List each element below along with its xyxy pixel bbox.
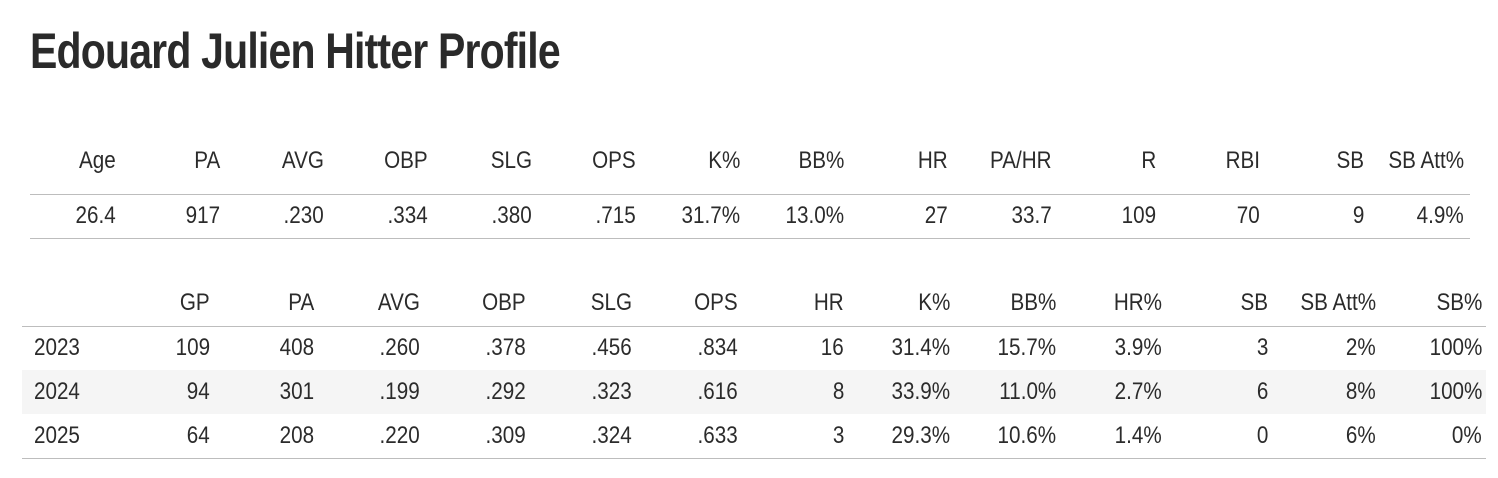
column-header: OPS <box>592 146 636 174</box>
table-row: 2024 94 301 .199 .292 .323 .616 8 33.9% … <box>22 370 1486 414</box>
table-row: 2025 64 208 .220 .309 .324 .633 3 29.3% … <box>22 414 1486 459</box>
table-cell: 3 <box>742 414 848 459</box>
table-cell: 10.6% <box>954 414 1060 459</box>
column-header: BB% <box>954 280 1060 327</box>
table-cell: 208 <box>214 414 318 459</box>
table-cell: .380 <box>434 193 538 239</box>
career-stats-table: Age PA AVG OBP SLG OPS K% BB% HR PA/HR R… <box>30 128 1470 239</box>
season-stats-table: GP PA AVG OBP SLG OPS HR K% BB% HR% SB S… <box>22 280 1486 459</box>
column-header: PA <box>214 280 318 327</box>
column-header: HR% <box>1060 280 1166 327</box>
column-header: K% <box>848 280 954 327</box>
season-year: 2023 <box>34 334 80 362</box>
table-cell: .292 <box>424 370 530 414</box>
table-cell: 3 <box>1256 334 1268 362</box>
table-cell: 2% <box>1346 334 1376 362</box>
column-header: HR <box>742 280 848 327</box>
column-header: PA <box>193 146 220 174</box>
column-header: GP <box>110 280 214 327</box>
table-cell: 29.3% <box>848 414 954 459</box>
table-cell: 3.9% <box>1114 334 1162 362</box>
column-header: OBP <box>384 146 428 174</box>
table-cell: 8% <box>1272 370 1380 414</box>
table-cell: .199 <box>318 370 424 414</box>
table-cell: 26.4 <box>30 193 122 239</box>
table-cell: 13.0% <box>746 193 850 239</box>
season-year: 2025 <box>22 414 110 459</box>
table-cell: 64 <box>110 414 214 459</box>
table-cell: .378 <box>485 334 526 362</box>
career-header-row: Age PA AVG OBP SLG OPS K% BB% HR PA/HR R… <box>30 128 1470 194</box>
column-header: SB <box>1166 280 1272 327</box>
table-cell: 11.0% <box>954 370 1060 414</box>
table-cell: .324 <box>530 414 636 459</box>
table-cell: .323 <box>530 370 636 414</box>
column-header: SLG <box>490 146 532 174</box>
table-cell: 16 <box>821 334 844 362</box>
table-cell: .230 <box>226 193 330 239</box>
table-cell: 70 <box>1162 193 1266 239</box>
page-title: Edouard Julien Hitter Profile <box>30 23 561 79</box>
table-cell: 1.4% <box>1060 414 1166 459</box>
table-cell: 27 <box>850 193 954 239</box>
column-header <box>22 280 110 327</box>
table-cell: 8 <box>742 370 848 414</box>
table-cell: 109 <box>1058 193 1162 239</box>
table-cell: 31.4% <box>891 334 950 362</box>
table-cell: 100% <box>1429 334 1482 362</box>
column-header: PA/HR <box>990 146 1052 174</box>
column-header: SB% <box>1380 280 1486 327</box>
table-cell: 917 <box>122 193 226 239</box>
table-cell: .260 <box>379 334 420 362</box>
column-header: Age <box>79 146 116 174</box>
column-header: SB Att% <box>1388 146 1464 174</box>
table-cell: 9 <box>1266 193 1370 239</box>
table-cell: 6% <box>1272 414 1380 459</box>
table-cell: 100% <box>1380 370 1486 414</box>
table-cell: .220 <box>318 414 424 459</box>
table-cell: 31.7% <box>642 193 746 239</box>
table-cell: .834 <box>697 334 738 362</box>
table-row: 2023 109 408 .260 .378 .456 .834 16 31.4… <box>22 326 1486 370</box>
table-cell: 109 <box>175 334 210 362</box>
table-cell: 4.9% <box>1370 193 1470 239</box>
table-cell: .616 <box>636 370 742 414</box>
column-header: AVG <box>318 280 424 327</box>
column-header: OPS <box>636 280 742 327</box>
table-cell: .715 <box>538 193 642 239</box>
table-cell: 408 <box>279 334 314 362</box>
season-year: 2024 <box>22 370 110 414</box>
column-header: K% <box>707 146 740 174</box>
table-cell: 0% <box>1380 414 1486 459</box>
column-header: AVG <box>281 146 324 174</box>
column-header: HR <box>918 146 948 174</box>
column-header: RBI <box>1225 146 1260 174</box>
table-cell: 0 <box>1166 414 1272 459</box>
table-cell: .633 <box>636 414 742 459</box>
table-cell: .456 <box>591 334 632 362</box>
table-cell: .309 <box>424 414 530 459</box>
table-cell: 94 <box>110 370 214 414</box>
column-header: BB% <box>798 146 844 174</box>
table-cell: 2.7% <box>1060 370 1166 414</box>
table-cell: 6 <box>1166 370 1272 414</box>
column-header: SB Att% <box>1272 280 1380 327</box>
table-cell: .334 <box>330 193 434 239</box>
column-header: SB <box>1336 146 1364 174</box>
table-cell: 33.9% <box>848 370 954 414</box>
table-cell: 33.7 <box>954 193 1058 239</box>
season-header-row: GP PA AVG OBP SLG OPS HR K% BB% HR% SB S… <box>22 280 1486 327</box>
column-header: OBP <box>424 280 530 327</box>
table-cell: 15.7% <box>997 334 1056 362</box>
career-values-row: 26.4 917 .230 .334 .380 .715 31.7% 13.0%… <box>30 193 1470 239</box>
column-header: SLG <box>530 280 636 327</box>
table-cell: 301 <box>214 370 318 414</box>
column-header: R <box>1141 146 1156 174</box>
